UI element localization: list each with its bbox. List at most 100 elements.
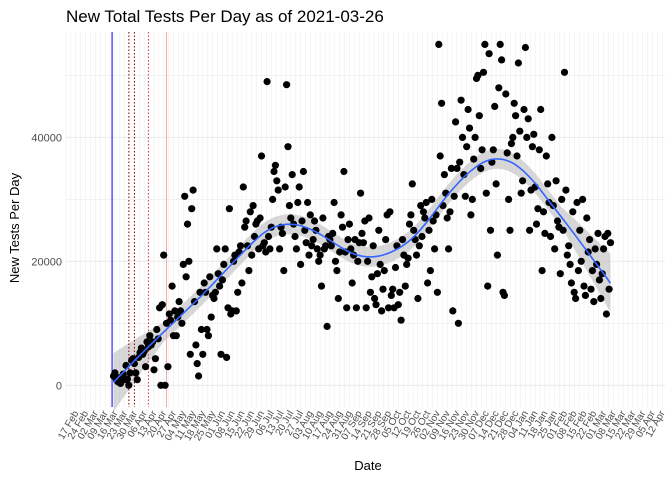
data-point (506, 226, 514, 234)
data-point (486, 226, 495, 234)
data-point (507, 140, 515, 148)
data-point (210, 294, 218, 303)
data-point (211, 288, 219, 296)
data-point (447, 164, 455, 172)
data-point (334, 294, 342, 303)
data-point (352, 304, 360, 312)
data-point (396, 288, 404, 296)
data-point (412, 251, 421, 259)
data-point (225, 205, 233, 213)
data-point (369, 242, 377, 250)
data-point (425, 226, 433, 234)
data-point (213, 245, 221, 253)
data-point (405, 220, 414, 228)
data-point (119, 370, 127, 378)
data-point (287, 214, 295, 222)
data-point (154, 335, 162, 343)
data-point (176, 307, 185, 315)
data-point (305, 251, 313, 259)
data-point (193, 360, 201, 368)
data-point (151, 355, 159, 363)
data-point (418, 232, 426, 241)
data-point (153, 325, 161, 334)
data-point (310, 217, 319, 225)
data-point (588, 267, 597, 275)
data-point (511, 112, 520, 120)
data-point (269, 195, 277, 203)
data-point (387, 291, 395, 299)
data-point (491, 102, 499, 110)
data-point (257, 152, 266, 160)
data-point (195, 372, 203, 380)
data-point (429, 217, 437, 225)
data-point (581, 291, 590, 299)
data-point (577, 257, 585, 265)
data-point (428, 195, 436, 203)
data-point (183, 220, 192, 228)
data-point (218, 276, 226, 284)
data-point (500, 291, 508, 299)
data-point (587, 285, 595, 293)
data-point (271, 161, 279, 169)
data-point (398, 236, 407, 244)
data-point (111, 369, 119, 377)
data-point (410, 226, 418, 234)
data-point (407, 211, 415, 219)
data-point (220, 260, 228, 268)
data-point (239, 183, 247, 191)
data-point (278, 229, 286, 237)
data-point (345, 220, 353, 228)
data-point (450, 192, 458, 200)
data-point (150, 366, 158, 374)
data-point (245, 267, 253, 275)
data-point (158, 301, 166, 309)
data-point (281, 183, 289, 191)
data-point (126, 369, 134, 377)
data-point (122, 361, 130, 370)
data-point (263, 78, 271, 86)
data-point (304, 198, 312, 207)
data-point (294, 198, 302, 207)
data-point (424, 279, 432, 287)
data-point (167, 316, 175, 324)
data-point (280, 267, 288, 275)
data-point (172, 332, 180, 340)
data-point (216, 282, 224, 290)
data-point (242, 217, 250, 225)
data-point (513, 152, 521, 160)
data-point (520, 105, 528, 114)
data-point (384, 304, 393, 312)
data-point (600, 245, 608, 253)
data-point (283, 81, 291, 89)
data-point (562, 186, 570, 194)
data-point (535, 146, 543, 154)
data-point (196, 288, 204, 296)
data-point (435, 40, 443, 49)
smooth-trend (112, 158, 612, 383)
data-point (297, 260, 305, 268)
data-point (421, 214, 429, 222)
data-point (471, 133, 479, 141)
chart-title: New Total Tests Per Day as of 2021-03-26 (66, 7, 384, 26)
data-point (485, 50, 493, 58)
data-point (456, 158, 464, 166)
data-point (330, 198, 338, 207)
data-point (368, 273, 376, 281)
data-point (394, 301, 402, 309)
data-point (595, 276, 604, 284)
data-point (556, 270, 564, 278)
data-point (465, 124, 474, 132)
data-point (234, 288, 242, 296)
data-point (146, 332, 154, 340)
data-point (505, 195, 513, 203)
data-point (572, 294, 580, 303)
data-point (546, 232, 555, 241)
data-point (340, 167, 348, 176)
data-point (181, 192, 189, 200)
data-point (295, 183, 303, 191)
data-point (558, 195, 566, 203)
data-point (481, 40, 489, 49)
data-point (132, 369, 140, 377)
y-axis-ticks: 0 20000 40000 (31, 132, 62, 392)
data-point (165, 310, 173, 318)
